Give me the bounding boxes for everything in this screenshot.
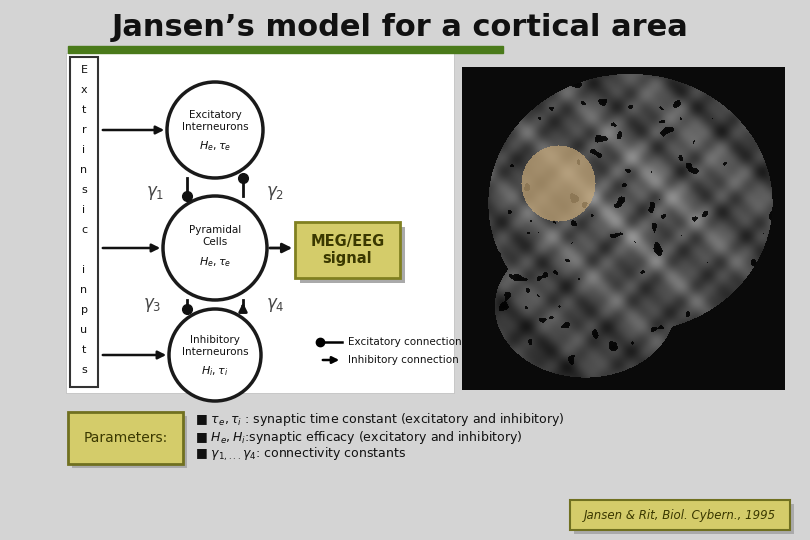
Text: n: n bbox=[80, 285, 87, 295]
Text: i: i bbox=[83, 205, 86, 215]
Text: s: s bbox=[81, 185, 87, 195]
Bar bbox=[68, 412, 183, 464]
Text: u: u bbox=[80, 325, 87, 335]
Text: $\gamma_4$: $\gamma_4$ bbox=[266, 296, 284, 314]
Text: E: E bbox=[80, 65, 87, 75]
Text: Excitatory
Interneurons: Excitatory Interneurons bbox=[181, 110, 249, 132]
Text: $\blacksquare$ $\gamma_{1,...}\gamma_4$: connectivity constants: $\blacksquare$ $\gamma_{1,...}\gamma_4$:… bbox=[195, 446, 407, 463]
Text: $\blacksquare$ $H_e, H_i$:synaptic efficacy (excitatory and inhibitory): $\blacksquare$ $H_e, H_i$:synaptic effic… bbox=[195, 429, 522, 446]
Bar bbox=[300, 227, 405, 283]
Text: p: p bbox=[80, 305, 87, 315]
Circle shape bbox=[167, 82, 263, 178]
Circle shape bbox=[163, 196, 267, 300]
Text: i: i bbox=[83, 265, 86, 275]
Text: $\blacksquare$ $\tau_e, \tau_i$ : synaptic time constant (excitatory and inhibit: $\blacksquare$ $\tau_e, \tau_i$ : synapt… bbox=[195, 411, 565, 429]
Bar bbox=[68, 46, 503, 53]
Text: Pyramidal
Cells: Pyramidal Cells bbox=[189, 225, 241, 247]
Text: n: n bbox=[80, 165, 87, 175]
Text: s: s bbox=[81, 365, 87, 375]
Text: t: t bbox=[82, 105, 86, 115]
Text: Inhibitory
Interneurons: Inhibitory Interneurons bbox=[181, 335, 249, 357]
Bar bbox=[570, 500, 790, 530]
Text: $\gamma_2$: $\gamma_2$ bbox=[266, 184, 284, 202]
Text: c: c bbox=[81, 225, 87, 235]
Text: MEG/EEG
signal: MEG/EEG signal bbox=[310, 234, 385, 266]
Text: t: t bbox=[82, 345, 86, 355]
Text: $H_e, \tau_e$: $H_e, \tau_e$ bbox=[199, 139, 231, 153]
Text: Jansen & Rit, Biol. Cybern., 1995: Jansen & Rit, Biol. Cybern., 1995 bbox=[584, 509, 776, 522]
Text: $H_e, \tau_e$: $H_e, \tau_e$ bbox=[199, 255, 231, 269]
Bar bbox=[574, 504, 794, 534]
Bar bbox=[72, 416, 187, 468]
Text: $\gamma_3$: $\gamma_3$ bbox=[143, 296, 161, 314]
Bar bbox=[295, 222, 400, 278]
Bar bbox=[70, 57, 98, 387]
Text: i: i bbox=[83, 145, 86, 155]
Bar bbox=[66, 53, 454, 393]
Text: Jansen’s model for a cortical area: Jansen’s model for a cortical area bbox=[112, 14, 688, 43]
Circle shape bbox=[169, 309, 261, 401]
Text: Excitatory connection: Excitatory connection bbox=[348, 337, 462, 347]
Text: Inhibitory connection: Inhibitory connection bbox=[348, 355, 458, 365]
Text: r: r bbox=[82, 125, 87, 135]
Text: Parameters:: Parameters: bbox=[83, 431, 168, 445]
Text: $\gamma_1$: $\gamma_1$ bbox=[146, 184, 164, 202]
Text: x: x bbox=[81, 85, 87, 95]
Text: $H_i, \tau_i$: $H_i, \tau_i$ bbox=[202, 364, 228, 378]
